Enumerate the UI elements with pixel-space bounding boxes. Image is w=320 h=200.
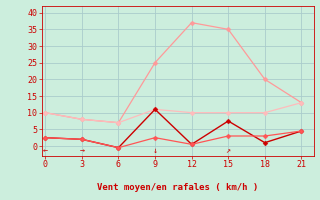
Text: ↗: ↗ xyxy=(226,146,231,155)
Text: ↓: ↓ xyxy=(153,146,157,155)
X-axis label: Vent moyen/en rafales ( km/h ): Vent moyen/en rafales ( km/h ) xyxy=(97,183,258,192)
Text: ←: ← xyxy=(43,146,48,155)
Text: →: → xyxy=(79,146,84,155)
